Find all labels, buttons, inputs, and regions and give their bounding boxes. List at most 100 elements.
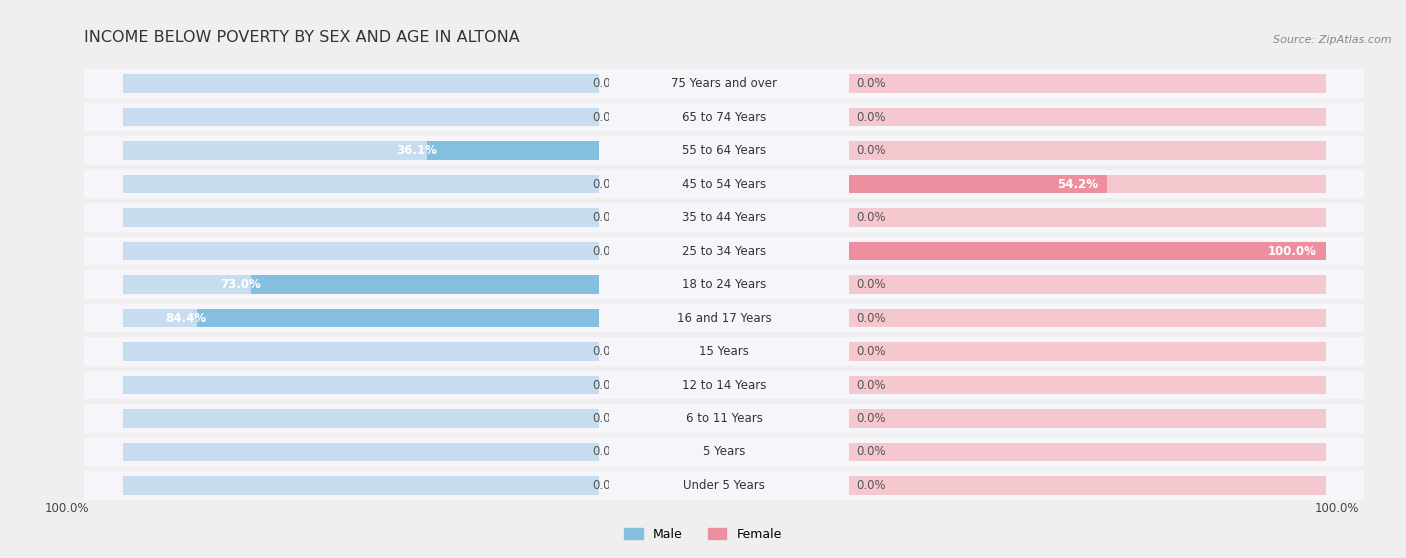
Bar [197,309,599,327]
Text: 100.0%: 100.0% [1315,502,1360,515]
Bar [427,141,599,160]
Bar [122,175,599,193]
Text: 75 Years and over: 75 Years and over [671,77,778,90]
Text: 55 to 64 Years: 55 to 64 Years [682,144,766,157]
Text: 73.0%: 73.0% [221,278,260,291]
Text: 0.0%: 0.0% [592,77,621,90]
Text: 0.0%: 0.0% [856,278,886,291]
Text: 0.0%: 0.0% [856,479,886,492]
Bar [849,476,1326,494]
Text: 0.0%: 0.0% [856,211,886,224]
Bar [849,410,1326,427]
Text: 0.0%: 0.0% [856,345,886,358]
Bar [849,242,1326,260]
Bar [0,271,1406,299]
Bar [849,74,1326,93]
Text: 5 Years: 5 Years [703,445,745,459]
Bar [122,342,599,360]
Bar [0,170,1406,198]
Bar [0,304,1406,332]
Bar [849,342,1326,360]
Text: Under 5 Years: Under 5 Years [683,479,765,492]
Text: 0.0%: 0.0% [592,378,621,392]
Text: 0.0%: 0.0% [592,445,621,459]
Text: Source: ZipAtlas.com: Source: ZipAtlas.com [1274,35,1392,45]
Text: 0.0%: 0.0% [592,412,621,425]
Text: 0.0%: 0.0% [856,110,886,124]
Bar [122,376,599,394]
Bar [122,208,599,227]
Bar [0,203,1406,232]
Bar [0,437,1406,466]
Bar [0,203,1406,232]
Bar [849,376,1326,394]
Bar [849,275,1326,294]
Bar [849,108,1326,126]
Text: 15 Years: 15 Years [699,345,749,358]
Text: 65 to 74 Years: 65 to 74 Years [682,110,766,124]
Bar [122,275,599,294]
Bar [0,170,1406,198]
Bar [849,175,1108,193]
Bar [0,103,1406,131]
Text: 25 to 34 Years: 25 to 34 Years [682,244,766,258]
Text: 45 to 54 Years: 45 to 54 Years [682,177,766,191]
Text: 0.0%: 0.0% [856,378,886,392]
Bar [0,136,1406,165]
Bar [0,136,1406,165]
Text: 0.0%: 0.0% [592,211,621,224]
Bar [0,471,1406,500]
Bar [0,70,1406,98]
Bar [122,242,599,260]
Bar [0,404,1406,433]
Text: 0.0%: 0.0% [592,345,621,358]
Text: 6 to 11 Years: 6 to 11 Years [686,412,762,425]
Text: 18 to 24 Years: 18 to 24 Years [682,278,766,291]
Text: INCOME BELOW POVERTY BY SEX AND AGE IN ALTONA: INCOME BELOW POVERTY BY SEX AND AGE IN A… [84,30,520,45]
Text: 0.0%: 0.0% [856,412,886,425]
Bar [0,237,1406,265]
Bar [0,170,1406,198]
Bar [0,70,1406,98]
Bar [122,476,599,494]
Bar [0,371,1406,399]
Text: 100.0%: 100.0% [1267,244,1316,258]
Bar [0,304,1406,332]
Text: 0.0%: 0.0% [592,110,621,124]
Text: 84.4%: 84.4% [166,311,207,325]
Bar [252,275,599,294]
Bar [122,410,599,427]
Text: 0.0%: 0.0% [592,177,621,191]
Legend: Male, Female: Male, Female [619,523,787,546]
Text: 0.0%: 0.0% [592,244,621,258]
Text: 36.1%: 36.1% [396,144,437,157]
Bar [849,175,1326,193]
Bar [122,141,599,160]
Bar [0,337,1406,366]
Bar [0,337,1406,366]
Bar [122,309,599,327]
Bar [0,237,1406,265]
Bar [122,74,599,93]
Bar [0,471,1406,500]
Bar [0,371,1406,399]
Bar [0,404,1406,433]
Bar [0,271,1406,299]
Bar [0,337,1406,366]
Text: 16 and 17 Years: 16 and 17 Years [676,311,772,325]
Bar [0,103,1406,131]
Bar [849,443,1326,461]
Bar [0,471,1406,500]
Bar [0,371,1406,399]
Text: 35 to 44 Years: 35 to 44 Years [682,211,766,224]
Text: 12 to 14 Years: 12 to 14 Years [682,378,766,392]
Bar [0,203,1406,232]
Bar [849,309,1326,327]
Bar [0,304,1406,332]
Bar [0,103,1406,131]
Text: 54.2%: 54.2% [1057,177,1098,191]
Bar [0,136,1406,165]
Bar [122,108,599,126]
Text: 0.0%: 0.0% [856,311,886,325]
Text: 0.0%: 0.0% [856,77,886,90]
